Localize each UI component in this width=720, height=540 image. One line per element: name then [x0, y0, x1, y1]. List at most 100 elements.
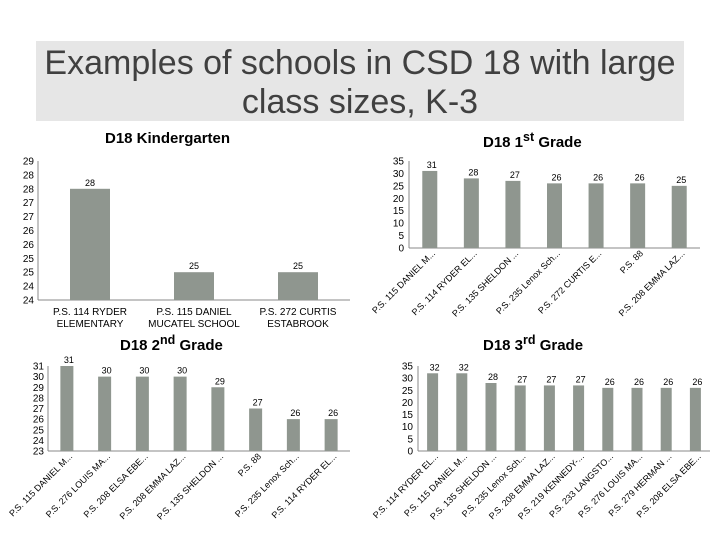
y-tick-label: 27	[23, 198, 35, 209]
page-title: Examples of schools in CSD 18 with large…	[44, 44, 676, 121]
y-tick-label: 30	[393, 169, 405, 180]
y-tick-label: 24	[33, 436, 45, 447]
y-tick-label: 30	[33, 372, 45, 383]
bar	[485, 383, 497, 451]
y-tick-label: 28	[23, 184, 35, 195]
data-label: 27	[546, 374, 556, 384]
bar	[630, 183, 646, 248]
data-label: 26	[634, 377, 644, 387]
y-tick-label: 27	[23, 212, 35, 223]
bar	[422, 170, 438, 248]
y-tick-label: 25	[23, 268, 35, 279]
bar	[135, 376, 149, 451]
y-tick-label: 25	[393, 181, 405, 192]
data-label: 26	[605, 377, 615, 387]
x-tick-label: P.S. 272 CURTIS ESTABROOK	[260, 307, 337, 330]
bar	[173, 376, 187, 451]
y-tick-label: 24	[23, 282, 35, 293]
data-label: 28	[85, 178, 95, 188]
y-tick-label: 10	[402, 422, 414, 433]
bar	[70, 188, 110, 300]
data-label: 26	[328, 408, 338, 418]
data-label: 28	[488, 372, 498, 382]
y-tick-label: 35	[402, 362, 414, 373]
data-label: 26	[593, 172, 603, 182]
y-tick-label: 31	[33, 362, 45, 373]
bar	[573, 385, 585, 451]
data-label: 31	[64, 355, 74, 365]
bar	[456, 373, 468, 451]
data-label: 32	[459, 362, 469, 372]
data-label: 31	[427, 160, 437, 170]
data-label: 26	[692, 377, 702, 387]
y-tick-label: 5	[398, 231, 404, 242]
y-tick-label: 25	[402, 386, 414, 397]
data-label: 30	[139, 366, 149, 376]
bar	[602, 387, 614, 451]
y-tick-label: 26	[23, 226, 35, 237]
bar	[211, 387, 225, 451]
bar	[98, 376, 112, 451]
bar	[689, 387, 701, 451]
y-tick-label: 30	[402, 374, 414, 385]
data-label: 26	[635, 172, 645, 182]
data-label: 27	[576, 374, 586, 384]
bar	[324, 419, 338, 451]
bar	[60, 366, 74, 451]
y-tick-label: 20	[393, 194, 405, 205]
data-label: 26	[290, 408, 300, 418]
bar	[463, 178, 479, 248]
data-label: 26	[551, 172, 561, 182]
x-tick-label: P.S. 115 DANIEL MUCATEL SCHOOL	[148, 307, 240, 330]
x-tick-label: P.S. 114 RYDER ELEMENTARY	[53, 307, 127, 330]
y-tick-label: 26	[33, 415, 45, 426]
y-tick-label: 26	[23, 240, 35, 251]
bar	[631, 387, 643, 451]
data-label: 25	[676, 175, 686, 185]
data-label: 30	[102, 366, 112, 376]
data-label: 27	[510, 170, 520, 180]
title-banner	[36, 41, 684, 121]
bar	[286, 419, 300, 451]
data-label: 29	[215, 376, 225, 386]
bar	[514, 385, 526, 451]
data-label: 27	[253, 398, 263, 408]
bar	[660, 387, 672, 451]
data-label: 30	[177, 366, 187, 376]
bar	[588, 183, 604, 248]
y-tick-label: 25	[33, 425, 45, 436]
data-label: 27	[517, 374, 527, 384]
bar	[249, 408, 263, 451]
y-tick-label: 24	[23, 296, 35, 307]
y-tick-label: 28	[33, 393, 45, 404]
data-label: 25	[293, 261, 303, 271]
y-tick-label: 15	[393, 206, 405, 217]
bar	[427, 373, 439, 451]
grade2-chart-title: D18 2nd Grade	[120, 333, 223, 354]
bar	[547, 183, 562, 248]
y-tick-label: 28	[23, 170, 35, 181]
y-tick-label: 23	[33, 447, 45, 458]
bar	[671, 185, 687, 248]
grade1-chart-title: D18 1st Grade	[483, 130, 582, 151]
bar	[278, 272, 318, 300]
y-tick-label: 10	[393, 219, 405, 230]
data-label: 28	[468, 167, 478, 177]
y-tick-label: 15	[402, 410, 414, 421]
y-tick-label: 35	[393, 157, 405, 168]
data-label: 26	[663, 377, 673, 387]
data-label: 32	[430, 362, 440, 372]
y-tick-label: 0	[407, 447, 413, 458]
bar	[543, 385, 555, 451]
y-tick-label: 5	[407, 434, 413, 445]
y-tick-label: 29	[23, 157, 35, 168]
bar	[174, 272, 214, 300]
kindergarten-chart-title: D18 Kindergarten	[105, 130, 231, 147]
data-label: 25	[189, 261, 199, 271]
y-tick-label: 20	[402, 398, 414, 409]
y-tick-label: 25	[23, 254, 35, 265]
y-tick-label: 29	[33, 383, 45, 394]
